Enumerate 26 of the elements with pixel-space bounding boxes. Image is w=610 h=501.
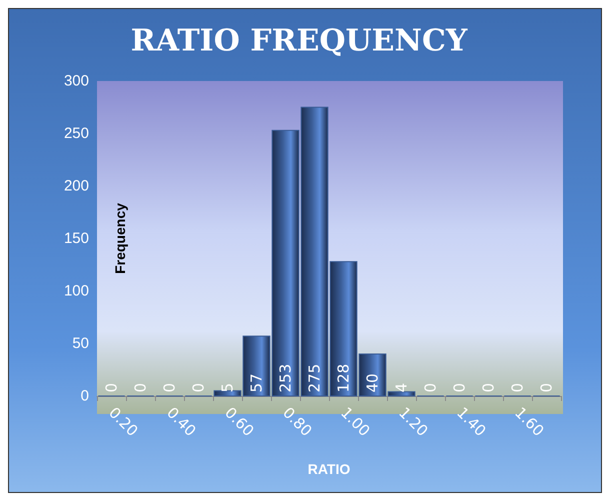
y-tick-label: 200 <box>64 178 89 194</box>
data-label: 5 <box>218 382 236 392</box>
data-label: 0 <box>160 382 178 392</box>
data-label: 0 <box>538 382 556 392</box>
y-tick-label: 0 <box>80 388 89 404</box>
y-tick-label: 250 <box>64 125 89 142</box>
data-label: 0 <box>102 382 120 392</box>
data-label: 0 <box>508 382 526 392</box>
chart-title: RATIO FREQUENCY <box>130 24 468 58</box>
data-label: 0 <box>480 382 498 392</box>
y-axis-title: Frequency <box>112 202 128 274</box>
y-tick-label: 100 <box>64 282 89 300</box>
data-label: 4 <box>392 382 410 392</box>
y-tick-label: 300 <box>64 72 89 90</box>
data-label: 57 <box>248 373 266 392</box>
y-tick-label: 50 <box>72 335 89 352</box>
data-label: 275 <box>306 364 324 392</box>
data-label: 40 <box>364 373 382 392</box>
data-label: 128 <box>334 364 352 392</box>
data-label: 253 <box>276 364 294 392</box>
data-label: 0 <box>190 382 208 392</box>
data-label: 0 <box>450 382 468 392</box>
data-label: 0 <box>132 382 150 392</box>
y-tick-label: 150 <box>64 230 89 247</box>
data-label: 0 <box>422 382 440 392</box>
x-axis-title: RATIO <box>308 461 350 477</box>
